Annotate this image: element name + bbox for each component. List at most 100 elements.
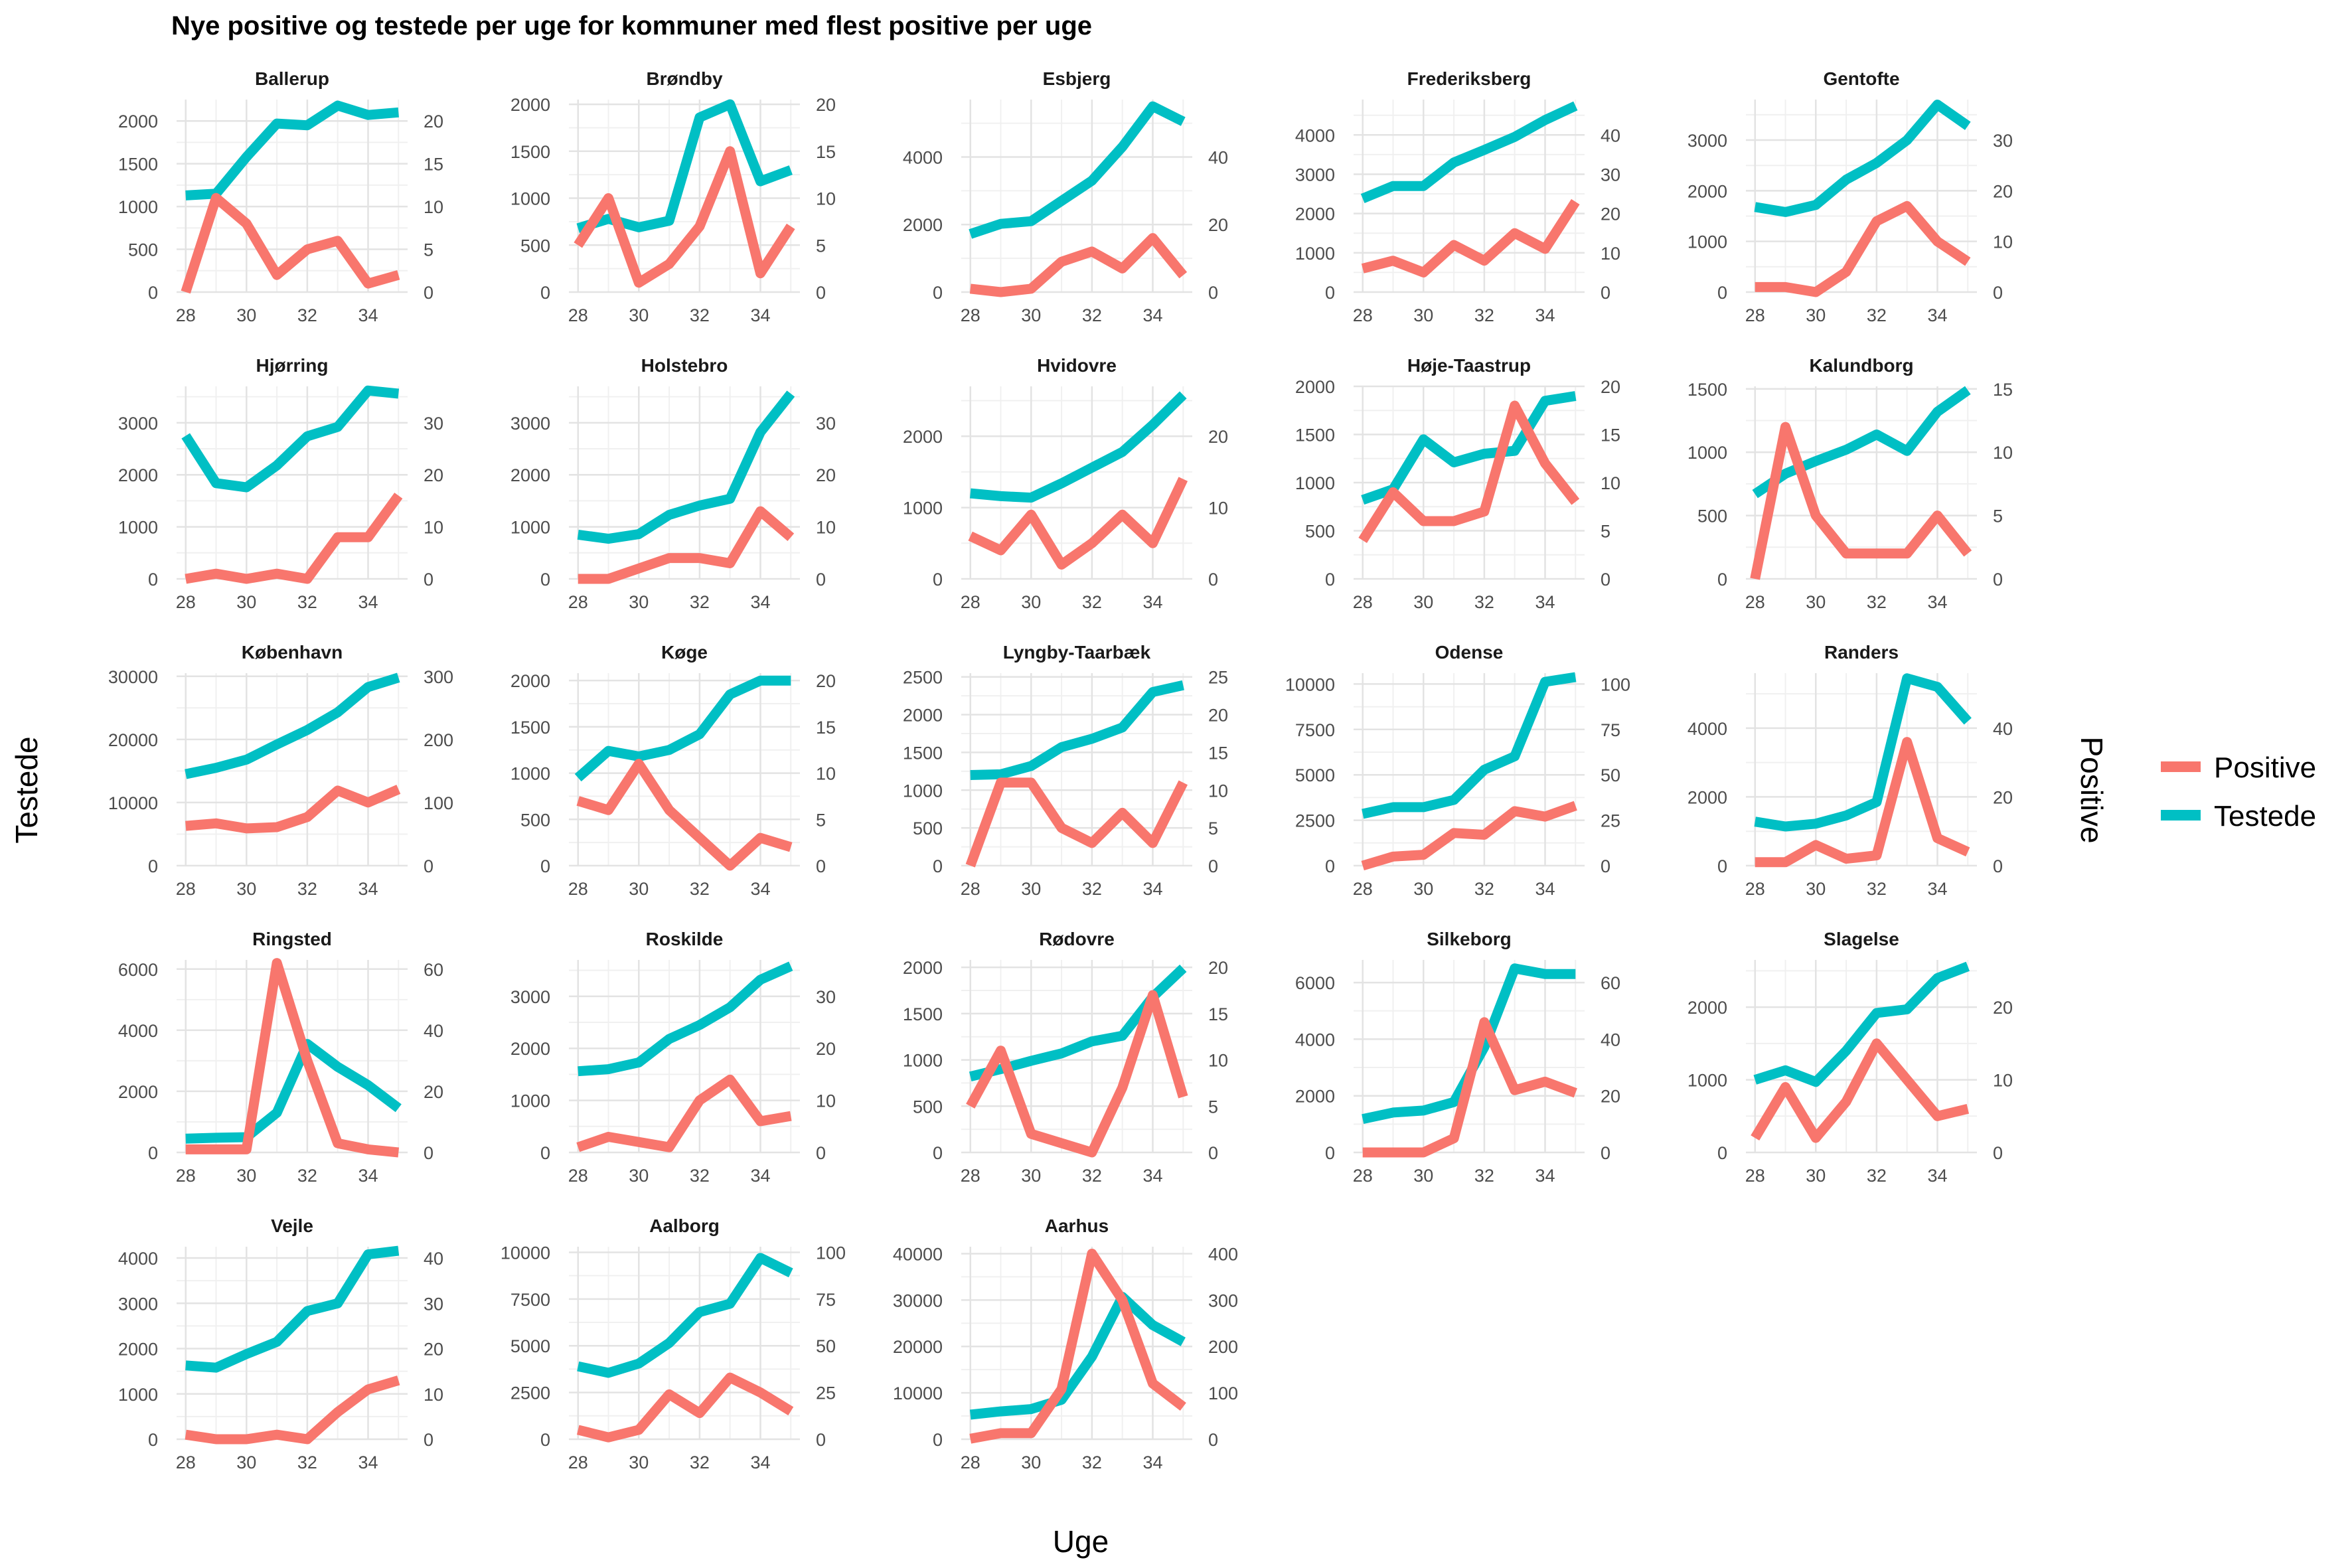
facet-21: Vejle 28 30 32 34 0 1000 2000 3000 4000 0 10 20 30 40 <box>118 1215 443 1472</box>
y-tick-label-right: 5 <box>1601 522 1610 542</box>
y-tick-label-left: 0 <box>148 570 158 589</box>
y-tick-label-left: 2000 <box>118 112 158 131</box>
x-tick-label: 34 <box>750 1452 770 1472</box>
y-tick-label-right: 50 <box>1601 765 1620 785</box>
y-tick-label-left: 2000 <box>1295 204 1335 224</box>
x-tick-label: 34 <box>750 1166 770 1186</box>
x-tick-label: 32 <box>1474 1166 1494 1186</box>
series-line-positive <box>185 785 401 834</box>
y-tick-label-left: 0 <box>1717 1143 1727 1163</box>
y-tick-label-right: 50 <box>816 1336 836 1356</box>
x-tick-label: 34 <box>1927 305 1947 325</box>
series-line-testede <box>1361 391 1577 505</box>
y-tick-label-right: 5 <box>816 236 826 256</box>
y-tick-label-right: 25 <box>816 1383 836 1403</box>
y-tick-label-right: 10 <box>816 1091 836 1111</box>
x-tick-label: 34 <box>1142 592 1162 612</box>
y-tick-label-right: 0 <box>424 856 433 876</box>
y-tick-label-left: 1000 <box>118 1385 158 1405</box>
x-tick-label: 30 <box>629 1452 649 1472</box>
facet-20: Slagelse 28 30 32 34 0 1000 2000 0 10 20 <box>1687 929 2013 1186</box>
x-tick-label: 30 <box>629 305 649 325</box>
y-tick-label-left: 2500 <box>510 1383 550 1403</box>
y-tick-label-left: 6000 <box>1295 973 1335 993</box>
y-tick-label-left: 500 <box>520 236 550 256</box>
facet-11: København 28 30 32 34 0 10000 20000 30000 0 100 200… <box>108 642 453 899</box>
facet-19: Silkeborg 28 30 32 34 0 2000 4000 6000 0 20 40 60 <box>1295 929 1620 1186</box>
facet-title: Ballerup <box>255 68 329 89</box>
x-tick-label: 28 <box>568 1452 588 1472</box>
facet-title: København <box>242 642 343 663</box>
y-tick-label-right: 30 <box>424 1294 443 1314</box>
y-tick-label-right: 20 <box>1601 204 1620 224</box>
x-tick-label: 32 <box>690 1166 710 1186</box>
y-tick-label-left: 2000 <box>1687 181 1727 201</box>
x-tick-label: 32 <box>690 1452 710 1472</box>
y-tick-label-right: 10 <box>1208 781 1228 801</box>
x-tick-label: 28 <box>176 1166 196 1186</box>
y-tick-label-right: 20 <box>1993 181 2013 201</box>
x-tick-label: 32 <box>690 305 710 325</box>
y-tick-label-right: 20 <box>816 671 836 691</box>
y-tick-label-left: 2000 <box>1687 998 1727 1018</box>
x-tick-label: 30 <box>1413 1166 1433 1186</box>
y-tick-label-right: 30 <box>424 414 443 433</box>
facet-22: Aalborg 28 30 32 34 0 2500 5000 7500 10000 0 25 50 75… <box>501 1215 846 1472</box>
facet-title: Silkeborg <box>1427 929 1512 949</box>
y-tick-label-right: 15 <box>816 718 836 738</box>
y-tick-label-right: 100 <box>816 1243 846 1263</box>
series-line-positive <box>1361 801 1577 871</box>
y-tick-label-left: 0 <box>933 1430 943 1450</box>
facet-1: Ballerup 28 30 32 34 0 500 1000 1500 2000 0 5 10 15 20 <box>118 68 443 325</box>
facet-title: Lyngby-Taarbæk <box>1003 642 1151 663</box>
y-tick-label-left: 1000 <box>903 781 943 801</box>
y-tick-label-right: 30 <box>1601 165 1620 185</box>
y-tick-label-right: 20 <box>424 1082 443 1102</box>
y-tick-label-right: 300 <box>1208 1291 1238 1310</box>
x-tick-label: 30 <box>236 1452 256 1472</box>
y-tick-label-left: 20000 <box>893 1337 943 1357</box>
y-tick-label-left: 0 <box>1325 1143 1335 1163</box>
y-tick-label-right: 20 <box>816 95 836 115</box>
y-tick-label-left: 6000 <box>118 960 158 980</box>
y-tick-label-left: 3000 <box>510 414 550 433</box>
facet-17: Roskilde 28 30 32 34 0 1000 2000 3000 0 10 20 30 <box>510 929 836 1186</box>
series-line-testede <box>578 961 793 1077</box>
y-tick-label-right: 0 <box>1601 1143 1610 1163</box>
y-tick-label-left: 0 <box>933 283 943 303</box>
facet-23: Aarhus 28 30 32 34 0 10000 20000 30000 40000 0 100 2… <box>893 1215 1238 1472</box>
y-tick-label-left: 1000 <box>903 499 943 518</box>
y-tick-label-right: 15 <box>1208 743 1228 763</box>
facet-15: Randers 28 30 32 34 0 2000 4000 0 20 40 <box>1687 642 2013 899</box>
x-tick-label: 28 <box>568 305 588 325</box>
y-tick-label-left: 0 <box>1325 856 1335 876</box>
y-tick-label-left: 1000 <box>510 189 550 209</box>
x-tick-label: 34 <box>358 1452 378 1472</box>
y-tick-label-right: 200 <box>1208 1337 1238 1357</box>
y-tick-label-left: 0 <box>148 856 158 876</box>
x-tick-label: 30 <box>629 592 649 612</box>
y-tick-label-left: 1000 <box>510 764 550 784</box>
series-line-testede <box>969 1292 1186 1420</box>
x-tick-label: 32 <box>297 305 317 325</box>
y-tick-label-left: 7500 <box>510 1290 550 1310</box>
series-line-testede <box>181 385 400 493</box>
y-tick-label-right: 0 <box>816 856 826 876</box>
series-line-positive <box>576 1372 794 1443</box>
y-tick-label-right: 5 <box>1993 507 2003 526</box>
y-tick-label-left: 0 <box>148 1430 158 1450</box>
facet-title: Køge <box>661 642 708 663</box>
series-line-positive <box>965 777 1188 868</box>
x-tick-label: 30 <box>236 592 256 612</box>
facet-title: Ringsted <box>252 929 332 949</box>
y-tick-label-right: 15 <box>424 155 443 175</box>
series-line-testede <box>574 675 791 782</box>
x-tick-label: 32 <box>1082 1452 1102 1472</box>
facet-12: Køge 28 30 32 34 0 500 1000 1500 2000 0 5 10 15 20 <box>510 642 836 899</box>
x-tick-label: 34 <box>1535 879 1555 899</box>
x-tick-label: 30 <box>1021 1452 1041 1472</box>
x-tick-label: 30 <box>1413 592 1433 612</box>
y-tick-label-left: 20000 <box>108 730 158 750</box>
y-tick-label-right: 0 <box>816 1430 826 1450</box>
y-tick-label-right: 300 <box>424 667 453 687</box>
